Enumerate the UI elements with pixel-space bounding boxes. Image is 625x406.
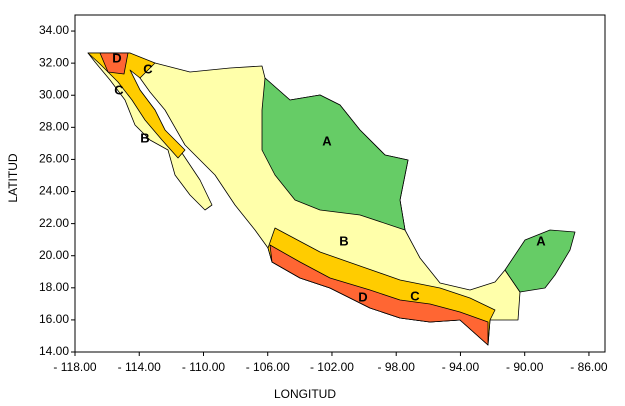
y-tick-label: 28.00 xyxy=(39,120,69,134)
baja-zone-d xyxy=(99,52,129,75)
x-axis-label: LONGITUD xyxy=(274,387,336,401)
baja-zone-c xyxy=(87,52,186,159)
y-tick-label: 22.00 xyxy=(39,216,69,230)
x-tick-label: - 114.00 xyxy=(118,360,161,374)
mainland-zone-a xyxy=(261,77,409,231)
y-tick-label: 26.00 xyxy=(39,152,69,166)
zone-label: A xyxy=(536,233,546,248)
zone-label: C xyxy=(114,82,124,97)
x-tick-label: - 106.00 xyxy=(246,360,290,374)
mexico-map xyxy=(87,52,576,346)
y-tick-label: 34.00 xyxy=(39,23,69,37)
x-tick-label: - 94.00 xyxy=(442,360,480,374)
yucatan-zone-a xyxy=(504,229,576,293)
x-tick-label: - 110.00 xyxy=(182,360,225,374)
y-tick-label: 18.00 xyxy=(39,280,69,294)
zone-label: D xyxy=(112,50,121,65)
x-tick-label: - 102.00 xyxy=(310,360,354,374)
y-tick-label: 30.00 xyxy=(39,87,69,101)
y-tick-label: 16.00 xyxy=(39,312,69,326)
y-tick-label: 14.00 xyxy=(39,344,69,358)
y-tick-label: 24.00 xyxy=(39,184,69,198)
zone-label: D xyxy=(358,289,367,304)
zone-label: B xyxy=(140,130,149,145)
zone-label: A xyxy=(322,133,332,148)
y-tick-label: 20.00 xyxy=(39,248,69,262)
zone-label: B xyxy=(339,233,348,248)
y-tick-label: 32.00 xyxy=(39,55,69,69)
zone-label: C xyxy=(410,288,420,303)
x-tick-label: - 90.00 xyxy=(506,360,544,374)
x-tick-label: - 86.00 xyxy=(570,360,608,374)
y-axis-label: LATITUD xyxy=(6,153,20,202)
x-tick-label: - 98.00 xyxy=(378,360,416,374)
x-tick-label: - 118.00 xyxy=(53,360,96,374)
zone-label: C xyxy=(143,61,153,76)
pacific-zone-d xyxy=(269,244,489,346)
